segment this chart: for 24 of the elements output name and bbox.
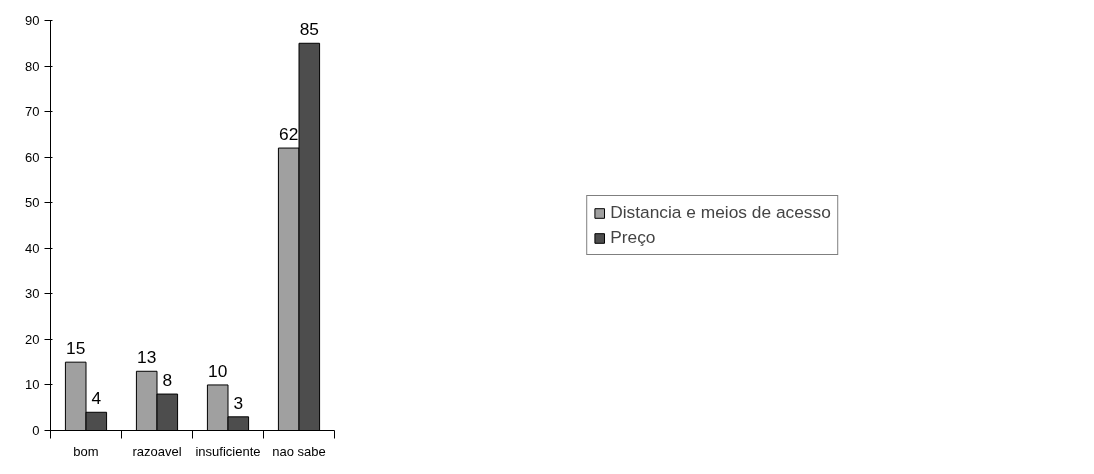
data-label: 3 [233,392,244,413]
legend-label: Distancia e meios de acesso [610,202,831,223]
y-tick-label: 10 [25,377,40,393]
y-tick-label: 60 [25,149,40,165]
x-tick-label: insuficiente [195,443,261,459]
x-tick-label: razoavel [132,443,182,459]
y-tick-label: 0 [32,423,40,438]
y-tick-label: 20 [25,331,40,347]
y-tick-label: 40 [25,240,40,256]
y-tick-label: 80 [25,58,40,74]
data-label: 13 [137,347,157,368]
y-tick-label: 50 [25,195,40,211]
data-label: 8 [162,370,173,391]
y-tick-label: 30 [25,286,40,302]
x-tick-label: nao sabe [272,443,326,459]
data-label: 62 [279,124,299,145]
data-label: 10 [208,360,228,381]
x-tick-label: bom [73,443,99,459]
data-label: 15 [66,338,86,359]
legend-label: Preço [610,227,656,248]
y-tick-label: 90 [25,13,40,28]
y-tick-label: 70 [25,104,40,120]
data-label: 4 [91,388,102,409]
data-label: 85 [299,19,319,40]
